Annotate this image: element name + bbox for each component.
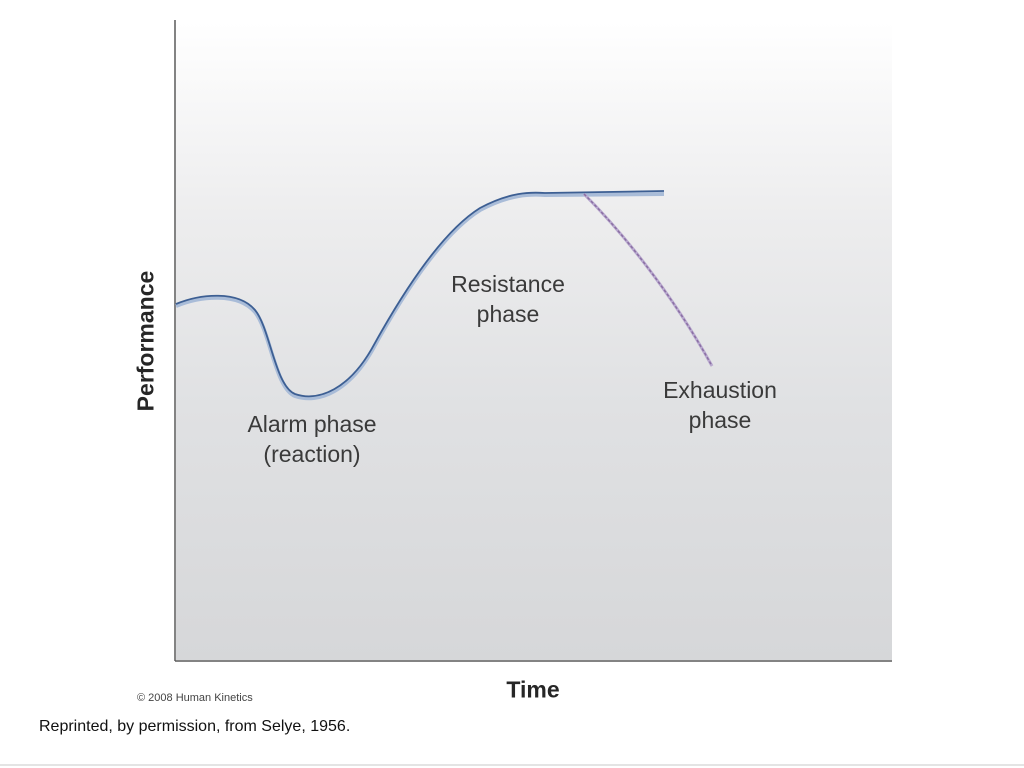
plot-area (176, 22, 892, 660)
x-axis-title: Time (506, 676, 560, 703)
exhaustion-curve-dashes (583, 193, 713, 367)
resistance-phase-label: Resistance phase (451, 271, 565, 327)
bottom-divider (0, 764, 1024, 766)
alarm-phase-label: Alarm phase (reaction) (247, 411, 377, 467)
exhaustion-curve (582, 192, 714, 367)
exhaustion-phase-label: Exhaustion phase (663, 377, 777, 433)
copyright-notice: © 2008 Human Kinetics (137, 692, 253, 704)
y-axis-title: Performance (132, 270, 159, 412)
reprint-credit: Reprinted, by permission, from Selye, 19… (39, 718, 351, 735)
performance-curve-shadow (175, 192, 665, 401)
performance-curve (175, 190, 665, 398)
